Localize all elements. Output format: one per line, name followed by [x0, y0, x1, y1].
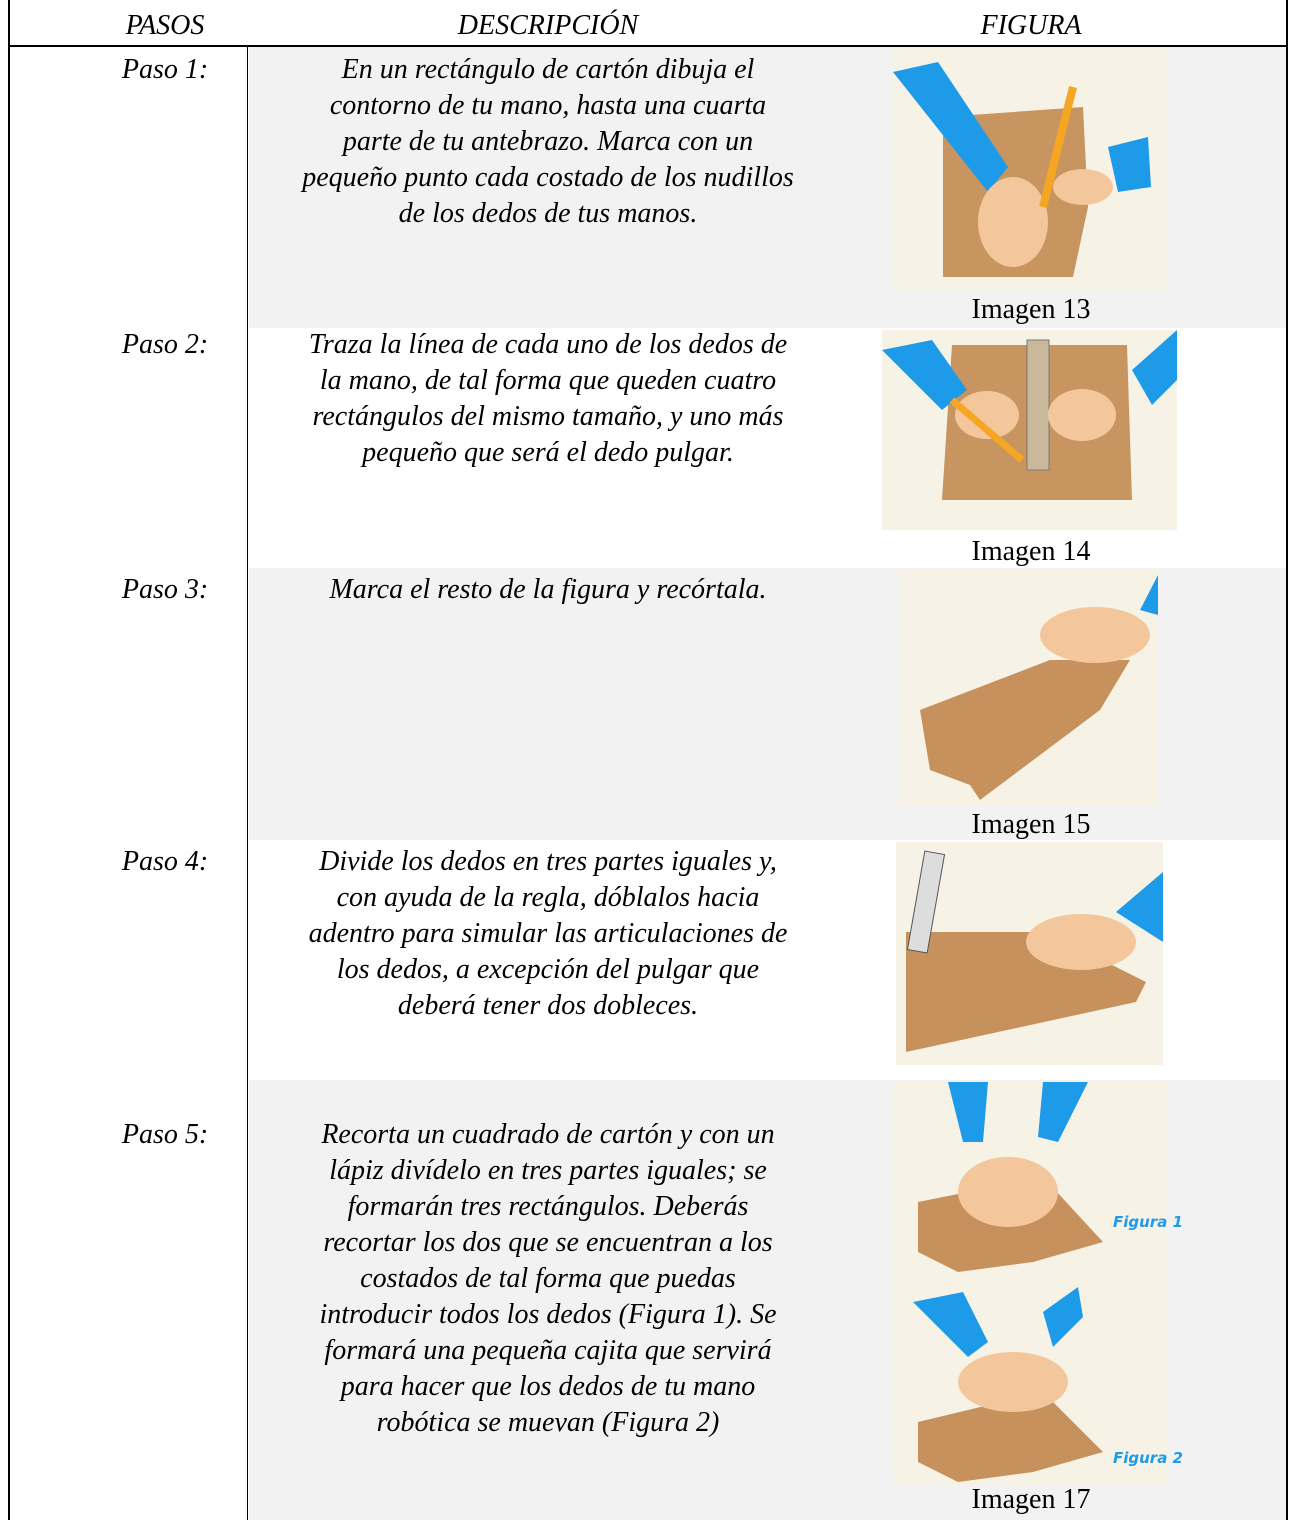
header-figura: FIGURA: [980, 10, 1082, 41]
description-line: los dedos, a excepción del pulgar que: [336, 954, 760, 985]
figure-caption: Imagen 14: [971, 536, 1091, 567]
step-label: Paso 3:: [121, 574, 209, 605]
header-descripcion: DESCRIPCIÓN: [457, 10, 639, 41]
figure-label: Figura 2: [1113, 1449, 1183, 1467]
description-line: deberá tener dos dobleces.: [397, 990, 699, 1021]
description-line: contorno de tu mano, hasta una cuarta: [329, 90, 767, 121]
description-line: la mano, de tal forma que queden cuatro: [319, 365, 777, 396]
step-label: Paso 5:: [121, 1119, 209, 1150]
table-border: [1286, 0, 1288, 1520]
header-pasos: PASOS: [125, 10, 205, 41]
illustration: [893, 47, 1168, 290]
step-label: Paso 4:: [121, 846, 209, 877]
description-line: rectángulos del mismo tamaño, y uno más: [312, 401, 784, 432]
column-divider: [247, 47, 248, 1520]
description-line: lápiz divídelo en tres partes iguales; s…: [329, 1155, 767, 1186]
illustration: [882, 330, 1177, 530]
step-label: Paso 2:: [121, 329, 209, 360]
description-line: Recorta un cuadrado de cartón y con un: [321, 1119, 775, 1150]
figure-caption: Imagen 13: [971, 294, 1091, 325]
description-line: introducir todos los dedos (Figura 1). S…: [319, 1299, 777, 1330]
illustration: [896, 842, 1163, 1065]
description-line: adentro para simular las articulaciones …: [308, 918, 788, 949]
figure-caption: Imagen 15: [971, 809, 1091, 840]
description-line: parte de tu antebrazo. Marca con un: [342, 126, 754, 157]
description-line: con ayuda de la regla, dóblalos hacia: [336, 882, 760, 913]
description-line: de los dedos de tus manos.: [398, 198, 698, 229]
description-line: costados de tal forma que puedas: [360, 1263, 736, 1294]
description-line: formarán tres rectángulos. Deberás: [347, 1191, 749, 1222]
figure-label: Figura 1: [1113, 1213, 1183, 1231]
description-line: pequeño que será el dedo pulgar.: [362, 437, 734, 468]
description-line: para hacer que los dedos de tu mano: [340, 1371, 756, 1402]
figure-caption: Imagen 17: [971, 1484, 1091, 1515]
description-line: Divide los dedos en tres partes iguales …: [319, 846, 777, 877]
description-line: robótica se muevan (Figura 2): [376, 1407, 720, 1438]
description-line: formará una pequeña cajita que servirá: [324, 1335, 772, 1366]
description-line: pequeño punto cada costado de los nudill…: [302, 162, 794, 193]
description-line: recortar los dos que se encuentran a los: [323, 1227, 773, 1258]
table-border: [8, 0, 10, 1520]
description-line: Marca el resto de la figura y recórtala.: [329, 574, 767, 605]
table-border: [8, 45, 1287, 47]
illustration: [900, 570, 1158, 805]
step-label: Paso 1:: [121, 54, 209, 85]
description-line: Traza la línea de cada uno de los dedos …: [308, 329, 788, 360]
illustration: [893, 1082, 1168, 1485]
description-line: En un rectángulo de cartón dibuja el: [341, 54, 755, 85]
